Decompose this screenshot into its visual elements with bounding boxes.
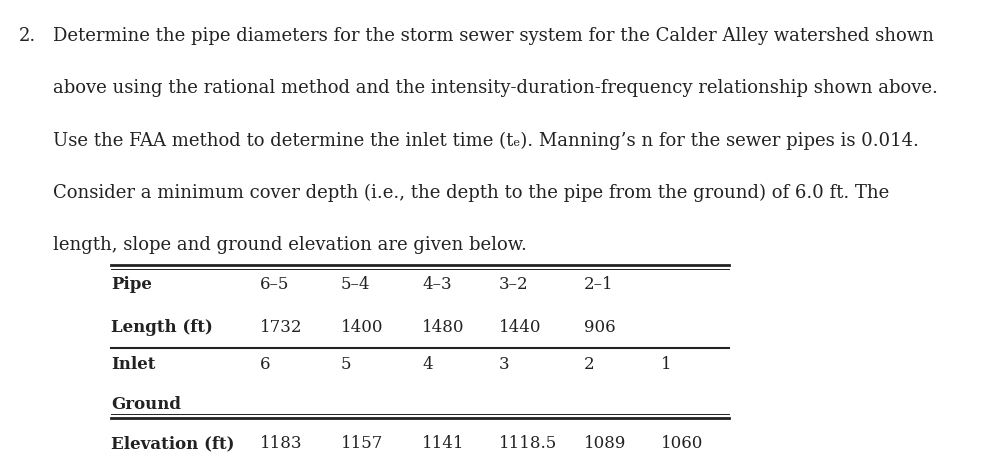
Text: 2–1: 2–1 bbox=[583, 276, 614, 293]
Text: above using the rational method and the intensity-duration-frequency relationshi: above using the rational method and the … bbox=[53, 79, 938, 97]
Text: 1141: 1141 bbox=[422, 434, 465, 451]
Text: 1060: 1060 bbox=[661, 434, 703, 451]
Text: 6–5: 6–5 bbox=[260, 276, 290, 293]
Text: Determine the pipe diameters for the storm sewer system for the Calder Alley wat: Determine the pipe diameters for the sto… bbox=[53, 27, 934, 45]
Text: 1440: 1440 bbox=[499, 318, 541, 336]
Text: 1089: 1089 bbox=[583, 434, 627, 451]
Text: Use the FAA method to determine the inlet time (tₑ). Manning’s n for the sewer p: Use the FAA method to determine the inle… bbox=[53, 131, 918, 149]
Text: 2: 2 bbox=[583, 355, 595, 372]
Text: 5–4: 5–4 bbox=[341, 276, 370, 293]
Text: 4–3: 4–3 bbox=[422, 276, 452, 293]
Text: Inlet: Inlet bbox=[111, 355, 155, 372]
Text: length, slope and ground elevation are given below.: length, slope and ground elevation are g… bbox=[53, 235, 527, 253]
Text: 6: 6 bbox=[260, 355, 271, 372]
Text: 906: 906 bbox=[583, 318, 616, 336]
Text: 1400: 1400 bbox=[341, 318, 383, 336]
Text: 1732: 1732 bbox=[260, 318, 303, 336]
Text: 1183: 1183 bbox=[260, 434, 303, 451]
Text: Elevation (ft): Elevation (ft) bbox=[111, 434, 234, 451]
Text: 1118.5: 1118.5 bbox=[499, 434, 557, 451]
Text: 4: 4 bbox=[422, 355, 433, 372]
Text: 1157: 1157 bbox=[341, 434, 383, 451]
Text: Length (ft): Length (ft) bbox=[111, 318, 212, 336]
Text: 2.: 2. bbox=[19, 27, 36, 45]
Text: 3: 3 bbox=[499, 355, 509, 372]
Text: 1480: 1480 bbox=[422, 318, 465, 336]
Text: Pipe: Pipe bbox=[111, 276, 152, 293]
Text: Consider a minimum cover depth (i.e., the depth to the pipe from the ground) of : Consider a minimum cover depth (i.e., th… bbox=[53, 183, 889, 201]
Text: Ground: Ground bbox=[111, 395, 181, 413]
Text: 5: 5 bbox=[341, 355, 351, 372]
Text: 1: 1 bbox=[661, 355, 671, 372]
Text: 3–2: 3–2 bbox=[499, 276, 528, 293]
